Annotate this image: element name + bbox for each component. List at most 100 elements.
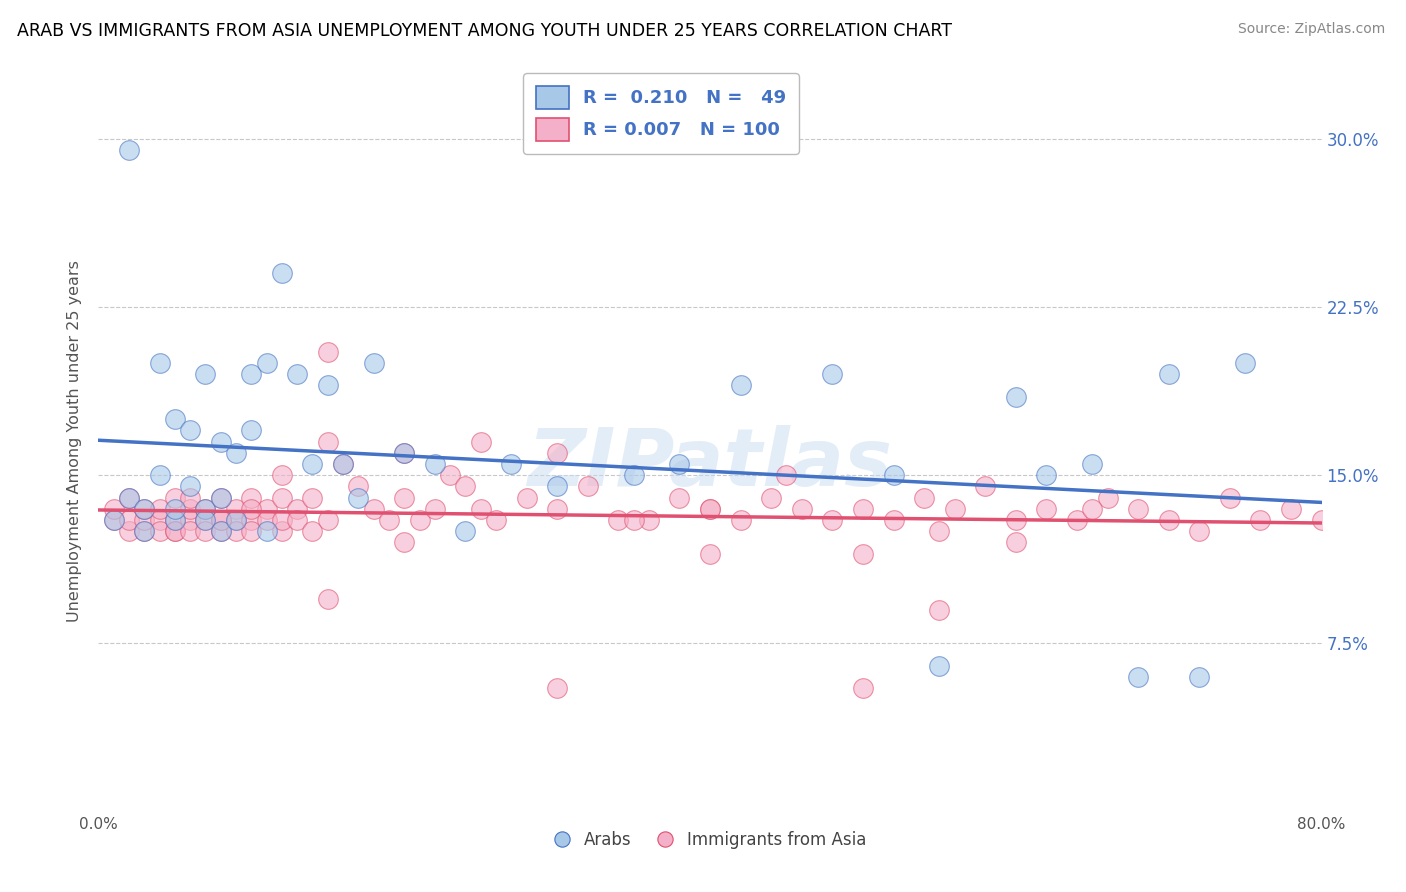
- Point: [103, 513, 125, 527]
- Point: [852, 501, 875, 516]
- Point: [1035, 468, 1057, 483]
- Point: [134, 513, 156, 527]
- Point: [347, 479, 370, 493]
- Point: [1279, 501, 1302, 516]
- Point: [454, 479, 477, 493]
- Point: [163, 524, 186, 539]
- Point: [1081, 457, 1104, 471]
- Point: [363, 501, 385, 516]
- Point: [332, 457, 354, 471]
- Point: [699, 501, 721, 516]
- Point: [1219, 491, 1241, 505]
- Point: [1004, 535, 1026, 549]
- Point: [546, 446, 568, 460]
- Point: [1128, 670, 1150, 684]
- Point: [576, 479, 599, 493]
- Point: [209, 434, 232, 449]
- Point: [285, 501, 308, 516]
- Text: ZIPatlas: ZIPatlas: [527, 425, 893, 503]
- Point: [256, 356, 278, 370]
- Point: [974, 479, 997, 493]
- Point: [454, 524, 477, 539]
- Point: [347, 491, 370, 505]
- Point: [256, 524, 278, 539]
- Point: [912, 491, 935, 505]
- Point: [928, 524, 950, 539]
- Point: [637, 513, 661, 527]
- Point: [392, 446, 416, 460]
- Point: [163, 412, 186, 426]
- Point: [194, 524, 217, 539]
- Point: [225, 524, 247, 539]
- Point: [118, 524, 141, 539]
- Point: [546, 681, 568, 696]
- Point: [134, 524, 156, 539]
- Point: [163, 491, 186, 505]
- Legend: Arabs, Immigrants from Asia: Arabs, Immigrants from Asia: [547, 824, 873, 855]
- Point: [209, 491, 232, 505]
- Point: [163, 501, 186, 516]
- Point: [516, 491, 538, 505]
- Point: [470, 434, 492, 449]
- Point: [149, 356, 172, 370]
- Point: [316, 344, 339, 359]
- Point: [546, 479, 568, 493]
- Point: [179, 513, 201, 527]
- Point: [225, 513, 247, 527]
- Point: [392, 491, 416, 505]
- Point: [194, 368, 217, 382]
- Point: [163, 513, 186, 527]
- Point: [423, 457, 446, 471]
- Point: [883, 513, 905, 527]
- Point: [1097, 491, 1119, 505]
- Point: [1066, 513, 1088, 527]
- Point: [316, 378, 339, 392]
- Point: [225, 501, 247, 516]
- Point: [240, 423, 263, 437]
- Point: [149, 468, 172, 483]
- Point: [270, 491, 292, 505]
- Point: [470, 501, 492, 516]
- Point: [546, 501, 568, 516]
- Point: [301, 524, 323, 539]
- Point: [118, 143, 141, 157]
- Point: [668, 491, 690, 505]
- Point: [623, 468, 645, 483]
- Point: [316, 513, 339, 527]
- Text: ARAB VS IMMIGRANTS FROM ASIA UNEMPLOYMENT AMONG YOUTH UNDER 25 YEARS CORRELATION: ARAB VS IMMIGRANTS FROM ASIA UNEMPLOYMEN…: [17, 22, 952, 40]
- Point: [1249, 513, 1271, 527]
- Point: [149, 501, 172, 516]
- Point: [209, 524, 232, 539]
- Point: [134, 524, 156, 539]
- Point: [209, 491, 232, 505]
- Point: [240, 524, 263, 539]
- Point: [392, 535, 416, 549]
- Point: [1081, 501, 1104, 516]
- Point: [256, 501, 278, 516]
- Point: [103, 501, 125, 516]
- Point: [209, 513, 232, 527]
- Point: [759, 491, 782, 505]
- Point: [378, 513, 401, 527]
- Point: [883, 468, 905, 483]
- Point: [1234, 356, 1257, 370]
- Point: [363, 356, 385, 370]
- Point: [1004, 390, 1026, 404]
- Point: [852, 681, 875, 696]
- Point: [928, 603, 950, 617]
- Point: [194, 501, 217, 516]
- Point: [225, 513, 247, 527]
- Point: [821, 368, 844, 382]
- Point: [485, 513, 508, 527]
- Point: [149, 513, 172, 527]
- Point: [225, 446, 247, 460]
- Point: [730, 513, 752, 527]
- Point: [1004, 513, 1026, 527]
- Point: [1157, 368, 1180, 382]
- Point: [163, 513, 186, 527]
- Point: [194, 513, 217, 527]
- Point: [852, 547, 875, 561]
- Point: [1157, 513, 1180, 527]
- Point: [285, 513, 308, 527]
- Point: [439, 468, 461, 483]
